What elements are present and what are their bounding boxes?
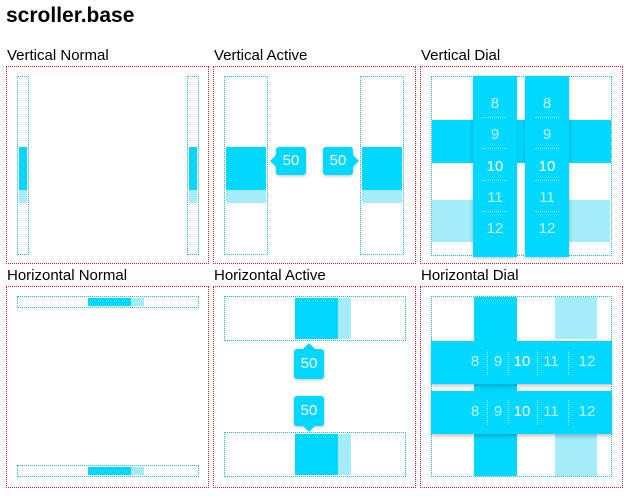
scroller-buffer (189, 190, 197, 203)
section-label-vertical-active: Vertical Active (214, 47, 308, 64)
dial-separator (483, 148, 507, 149)
dial-separator (535, 180, 559, 181)
page-title: scroller.base (6, 4, 135, 27)
tooltip-arrow (270, 155, 276, 167)
dial-separator (483, 180, 507, 181)
scroller-thumb[interactable] (189, 147, 197, 190)
dial-separator (537, 350, 538, 375)
dial-item-selected[interactable]: 10 (538, 158, 556, 175)
vertical-scroller-track-right[interactable] (187, 76, 199, 255)
dial-item[interactable]: 9 (493, 353, 503, 370)
dial-item[interactable]: 9 (490, 126, 500, 143)
dial-item[interactable]: 8 (542, 95, 552, 112)
dial-separator (487, 400, 488, 425)
dial-buffer-left (432, 200, 474, 242)
dial-separator (535, 117, 559, 118)
scroller-thumb[interactable] (88, 467, 131, 475)
dial-item[interactable]: 12 (578, 353, 596, 370)
scroller-thumb[interactable] (295, 434, 338, 475)
dial-separator (487, 350, 488, 375)
vertical-dial-left[interactable]: 8 9 10 11 12 (473, 76, 517, 257)
vertical-dial-right[interactable]: 8 9 10 11 12 (525, 76, 569, 257)
dial-separator (483, 211, 507, 212)
panel-vertical-dial: 8 9 10 11 12 8 9 10 11 12 (420, 66, 623, 264)
dial-item[interactable]: 11 (487, 189, 503, 206)
scroller-thumb[interactable] (88, 298, 131, 306)
dial-item[interactable]: 9 (493, 403, 503, 420)
section-label-horizontal-dial: Horizontal Dial (421, 267, 519, 284)
dial-separator (535, 148, 559, 149)
dial-separator (537, 400, 538, 425)
dial-item-selected[interactable]: 10 (513, 403, 531, 420)
panel-vertical-normal (6, 66, 209, 264)
vertical-scroller-track-left[interactable] (17, 76, 29, 255)
section-label-vertical-dial: Vertical Dial (421, 47, 501, 64)
dial-item-selected[interactable]: 10 (513, 353, 531, 370)
dial-separator (568, 350, 569, 375)
dial-item[interactable]: 8 (470, 403, 480, 420)
scroller-tooltip-top: 50 (294, 349, 324, 379)
scroller-tooltip-right: 50 (323, 147, 353, 175)
dial-separator (483, 117, 507, 118)
dial-item[interactable]: 9 (542, 126, 552, 143)
dial-item[interactable]: 8 (470, 353, 480, 370)
section-label-vertical-normal: Vertical Normal (7, 47, 109, 64)
panel-horizontal-active: 50 50 (213, 286, 416, 488)
scroller-thumb[interactable] (362, 147, 402, 190)
dial-item[interactable]: 8 (490, 95, 500, 112)
scroller-tooltip-left: 50 (276, 147, 306, 175)
section-label-horizontal-active: Horizontal Active (214, 267, 326, 284)
dial-buffer-right (568, 200, 610, 242)
dial-item[interactable]: 11 (539, 189, 555, 206)
horizontal-scroller-track-top[interactable] (17, 296, 199, 308)
dial-track (431, 296, 612, 477)
vertical-scroller-active-left[interactable] (224, 76, 268, 255)
scroller-buffer (338, 298, 351, 339)
scroller-buffer (338, 434, 351, 475)
dial-item[interactable]: 12 (578, 403, 596, 420)
scroller-thumb[interactable] (295, 298, 338, 339)
dial-item[interactable]: 11 (543, 353, 559, 370)
dial-buffer-top (555, 297, 597, 339)
scroller-tooltip-bottom: 50 (294, 396, 324, 426)
dial-separator (568, 400, 569, 425)
dial-item[interactable]: 11 (543, 403, 559, 420)
scroller-buffer (131, 298, 144, 306)
dial-item[interactable]: 12 (538, 220, 556, 237)
dial-separator (508, 400, 509, 425)
horizontal-dial-top[interactable]: 8 9 10 11 12 (431, 341, 612, 384)
dial-item[interactable]: 12 (486, 220, 504, 237)
scroller-thumb[interactable] (19, 147, 27, 190)
scroller-buffer (131, 467, 144, 475)
tooltip-arrow (303, 343, 315, 349)
panel-vertical-active: 50 50 (213, 66, 416, 264)
scroller-buffer (226, 190, 266, 203)
section-label-horizontal-normal: Horizontal Normal (7, 267, 128, 284)
scroller-thumb[interactable] (226, 147, 266, 190)
horizontal-scroller-track-bottom[interactable] (17, 465, 199, 477)
dial-separator (535, 211, 559, 212)
dial-highlight-band (432, 120, 611, 163)
dial-separator (508, 350, 509, 375)
scroller-buffer (19, 190, 27, 203)
scroller-buffer (362, 190, 402, 203)
panel-horizontal-normal (6, 286, 209, 488)
dial-buffer-bottom (555, 434, 597, 476)
horizontal-dial-bottom[interactable]: 8 9 10 11 12 (431, 391, 612, 434)
panel-horizontal-dial: 8 9 10 11 12 8 9 10 11 12 (420, 286, 623, 488)
horizontal-scroller-active-top[interactable] (224, 296, 406, 341)
tooltip-arrow (303, 426, 315, 432)
dial-highlight-band (474, 297, 517, 476)
tooltip-arrow (353, 155, 359, 167)
horizontal-scroller-active-bottom[interactable] (224, 432, 406, 477)
vertical-scroller-active-right[interactable] (360, 76, 404, 255)
dial-item-selected[interactable]: 10 (486, 158, 504, 175)
dial-track (431, 76, 612, 256)
